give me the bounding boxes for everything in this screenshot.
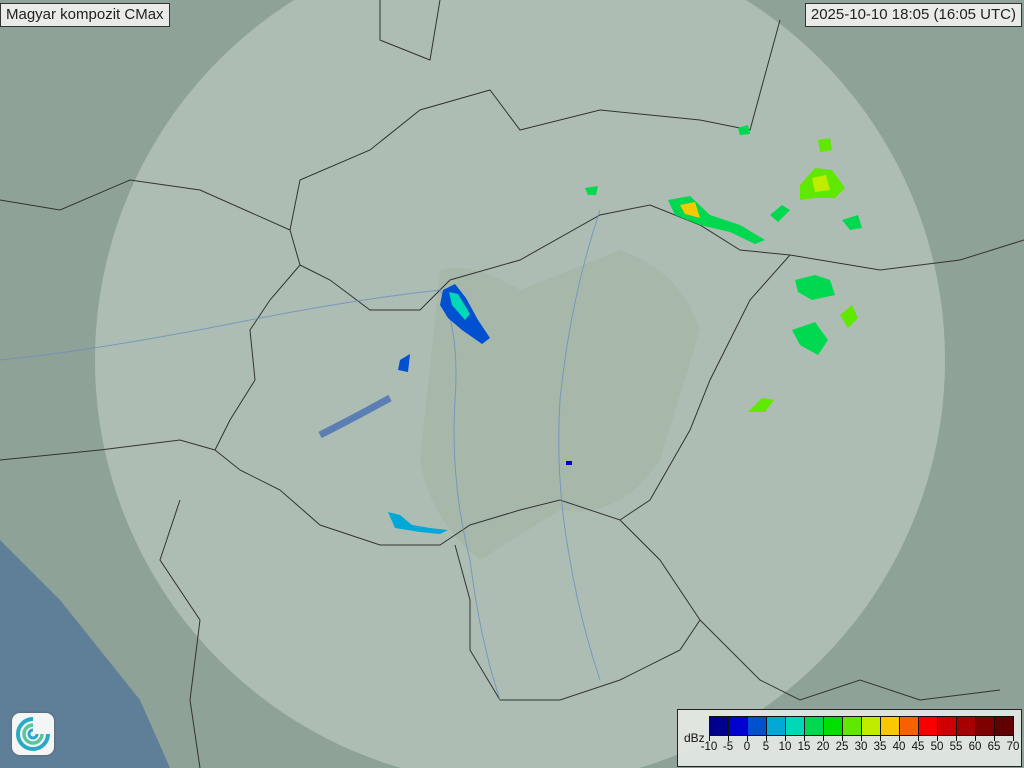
dbz-legend: dBz -10 -5 0 5 10 15 20 25 30 35 40 45 50 55 60 65 70: [677, 709, 1022, 767]
echo: [398, 354, 410, 372]
timestamp: 2025-10-10 18:05 (16:05 UTC): [804, 3, 1022, 27]
legend-swatch: [843, 717, 862, 735]
legend-tick-label: 70: [1006, 741, 1020, 753]
legend-swatch: [767, 717, 786, 735]
legend-tick-label: 5: [762, 741, 770, 753]
legend-tick-label: 50: [930, 741, 944, 753]
legend-swatch: [862, 717, 881, 735]
legend-swatch: [919, 717, 938, 735]
legend-swatch: [805, 717, 824, 735]
echo: [770, 205, 790, 222]
legend-tick: [937, 736, 938, 741]
echo: [585, 186, 598, 195]
legend-tick-label: 45: [911, 741, 925, 753]
echo-budapest-core: [449, 292, 470, 320]
echo: [842, 215, 862, 230]
legend-tick: [747, 736, 748, 741]
legend-tick: [994, 736, 995, 741]
legend-tick: [709, 736, 710, 741]
legend-tick-label: 40: [892, 741, 906, 753]
echo: [792, 322, 828, 355]
legend-tick: [842, 736, 843, 741]
legend-tick: [861, 736, 862, 741]
radar-echoes: [388, 125, 862, 534]
echo: [818, 138, 832, 152]
legend-tick-label: 0: [743, 741, 751, 753]
legend-tick: [1013, 736, 1014, 741]
legend-swatch: [938, 717, 957, 735]
legend-tick: [728, 736, 729, 741]
legend-tick-label: 55: [949, 741, 963, 753]
legend-tick-label: -5: [722, 741, 734, 753]
product-title: Magyar kompozit CMax: [0, 3, 170, 27]
legend-swatch: [957, 717, 976, 735]
legend-swatch: [786, 717, 805, 735]
legend-tick: [899, 736, 900, 741]
legend-tick-label: 10: [778, 741, 792, 753]
legend-tick: [918, 736, 919, 741]
legend-tick-label: 20: [816, 741, 830, 753]
legend-tick: [880, 736, 881, 741]
legend-swatch: [710, 717, 729, 735]
legend-tick-label: 35: [873, 741, 887, 753]
legend-tick-label: -10: [700, 741, 718, 753]
echo-band-core: [680, 202, 700, 218]
legend-ticks: -10 -5 0 5 10 15 20 25 30 35 40 45 50 55 60 65 70: [701, 736, 1019, 762]
echo: [566, 461, 572, 465]
legend-tick: [823, 736, 824, 741]
lake-balaton: [318, 394, 392, 439]
legend-tick: [766, 736, 767, 741]
legend-tick-label: 60: [968, 741, 982, 753]
echo: [840, 305, 858, 328]
legend-swatch: [995, 717, 1013, 735]
adriatic-sea: [0, 540, 170, 768]
weather-service-swirl-icon: [12, 713, 54, 755]
rivers: [0, 209, 601, 701]
legend-swatch: [881, 717, 900, 735]
echo: [748, 398, 774, 412]
echo: [738, 125, 750, 135]
echo-east: [795, 275, 835, 300]
legend-tick-label: 30: [854, 741, 868, 753]
legend-tick-label: 15: [797, 741, 811, 753]
legend-swatch: [748, 717, 767, 735]
legend-swatch: [976, 717, 995, 735]
legend-swatch: [729, 717, 748, 735]
legend-tick: [785, 736, 786, 741]
echo-ne-core: [812, 175, 830, 192]
legend-unit: dBz: [684, 731, 705, 745]
echo-south: [388, 512, 448, 534]
legend-tick: [804, 736, 805, 741]
legend-color-bar: [709, 716, 1014, 736]
legend-tick-label: 25: [835, 741, 849, 753]
legend-swatch: [824, 717, 843, 735]
legend-tick: [956, 736, 957, 741]
legend-tick-label: 65: [987, 741, 1001, 753]
legend-swatch: [900, 717, 919, 735]
legend-tick: [975, 736, 976, 741]
